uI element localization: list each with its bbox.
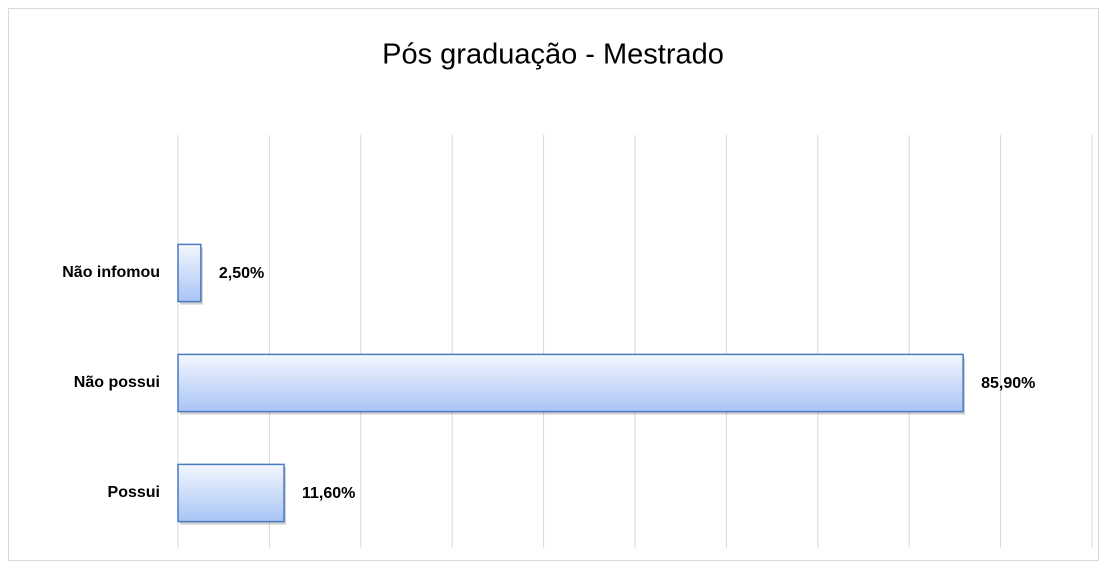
data-label: 11,60%: [302, 485, 355, 502]
bar: [177, 353, 964, 413]
chart-title: Pós graduação - Mestrado: [382, 39, 724, 71]
y-tick-label: Possui: [108, 484, 160, 501]
bar: [177, 463, 285, 523]
chart-frame: [8, 8, 1099, 561]
y-tick-label: Não infomou: [62, 264, 160, 281]
data-label: 85,90%: [981, 375, 1035, 392]
bar: [177, 243, 202, 303]
data-label: 2,50%: [219, 265, 264, 282]
y-tick-label: Não possui: [74, 374, 160, 391]
